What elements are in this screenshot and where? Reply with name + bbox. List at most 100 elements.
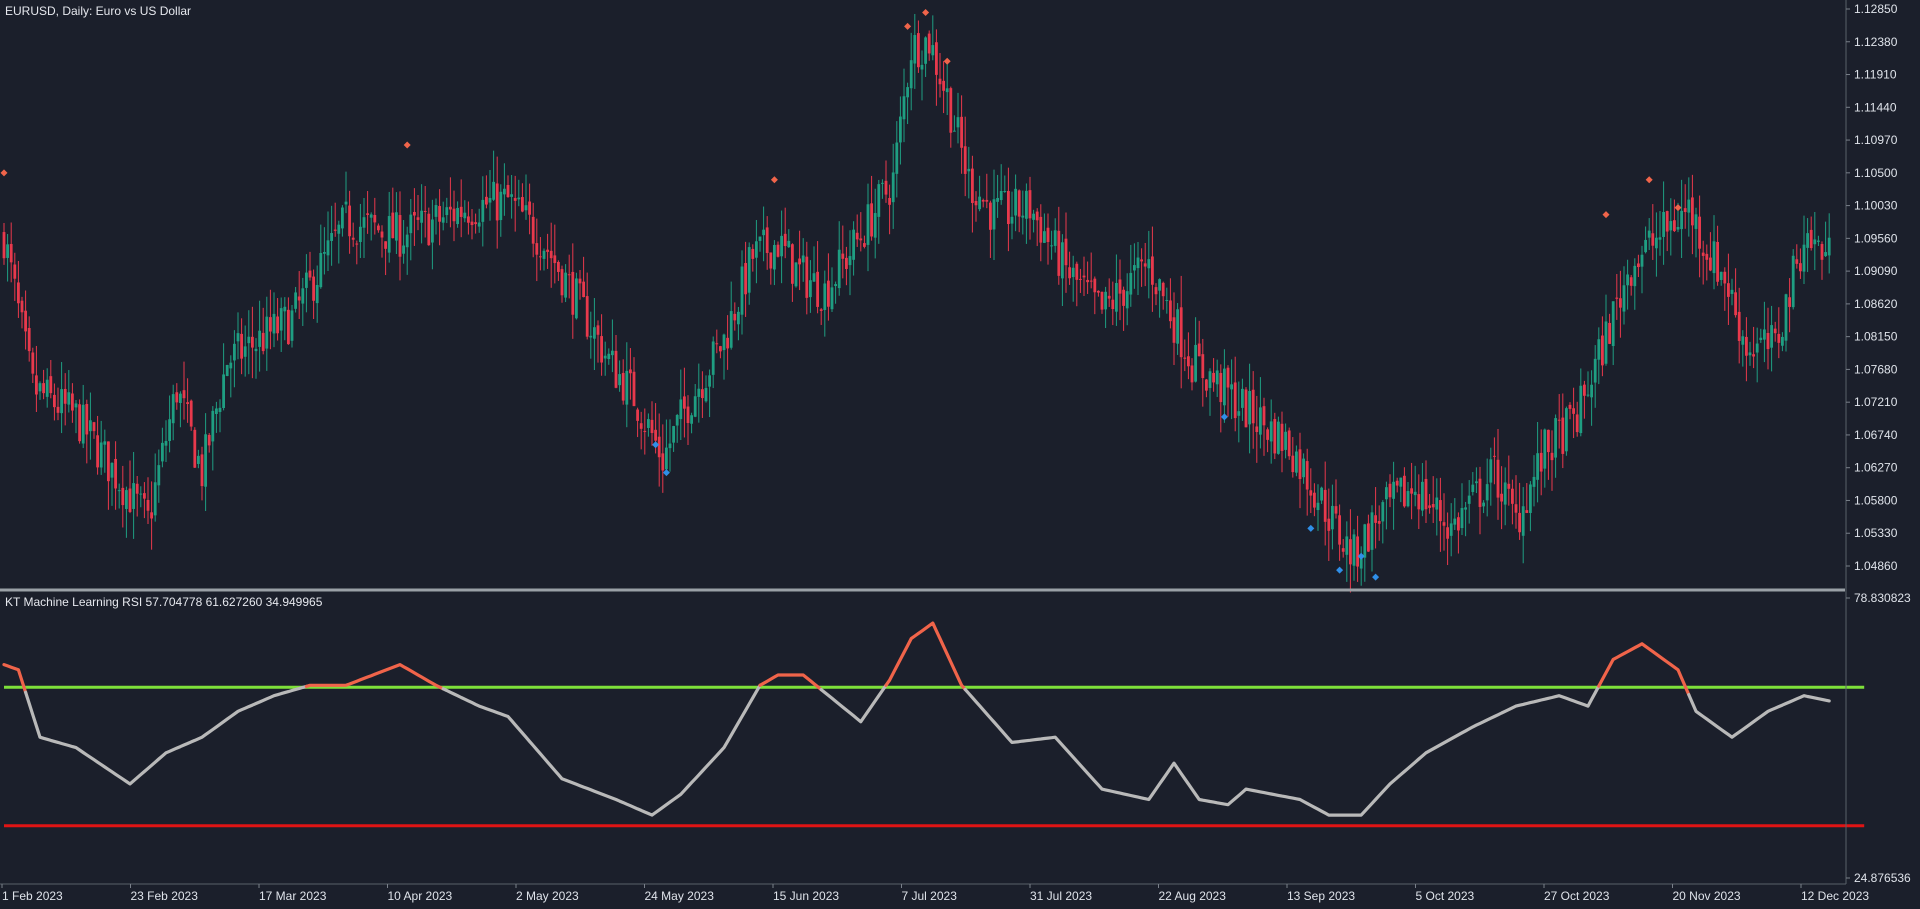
candle bbox=[549, 222, 553, 288]
candle bbox=[672, 425, 675, 452]
candle bbox=[1068, 251, 1071, 285]
candle bbox=[24, 290, 27, 350]
candle bbox=[1363, 523, 1367, 582]
candle bbox=[1053, 218, 1057, 253]
candle bbox=[1295, 445, 1298, 477]
candle bbox=[571, 243, 575, 339]
candle bbox=[1633, 258, 1637, 310]
candle bbox=[1179, 275, 1183, 389]
candle bbox=[308, 251, 312, 281]
candle bbox=[1122, 286, 1125, 331]
candle bbox=[53, 383, 56, 421]
candle bbox=[1136, 242, 1140, 295]
candle bbox=[92, 421, 96, 439]
candle bbox=[452, 190, 456, 242]
price-axis-label: 1.09090 bbox=[1854, 264, 1898, 278]
candle bbox=[441, 201, 445, 231]
candle bbox=[690, 412, 693, 434]
sell-signal-marker bbox=[403, 141, 411, 149]
date-axis-label: 13 Sep 2023 bbox=[1287, 889, 1355, 903]
candle bbox=[589, 311, 593, 359]
candle bbox=[157, 449, 161, 503]
candle bbox=[1511, 479, 1514, 525]
candle bbox=[1655, 212, 1658, 277]
candle bbox=[827, 253, 830, 321]
candle bbox=[873, 188, 877, 259]
candle bbox=[348, 190, 351, 254]
candle bbox=[1561, 393, 1565, 469]
buy-signal-marker bbox=[652, 441, 660, 449]
candle bbox=[1370, 505, 1374, 572]
candle bbox=[989, 200, 992, 258]
candle bbox=[1035, 208, 1039, 247]
price-axis[interactable]: 1.12850 1.12380 1.11910 1.11440 1.10970 1.105… bbox=[1846, 2, 1898, 573]
candle bbox=[1320, 486, 1323, 504]
candle bbox=[355, 240, 359, 265]
candle bbox=[499, 184, 503, 237]
candle bbox=[852, 221, 855, 276]
candle bbox=[341, 205, 344, 237]
candle bbox=[675, 413, 679, 443]
candle bbox=[438, 189, 441, 246]
candle bbox=[488, 170, 492, 221]
candle bbox=[938, 52, 942, 98]
candle bbox=[1464, 501, 1467, 537]
candle bbox=[1525, 483, 1529, 514]
candle bbox=[1212, 358, 1215, 392]
date-axis-label: 27 Oct 2023 bbox=[1544, 889, 1610, 903]
candle bbox=[845, 246, 848, 286]
candle bbox=[222, 343, 225, 411]
candle bbox=[1647, 218, 1651, 251]
candle bbox=[798, 230, 801, 291]
candle bbox=[384, 241, 387, 276]
candle bbox=[1550, 430, 1554, 491]
candle bbox=[161, 427, 164, 468]
candle bbox=[1284, 423, 1287, 459]
candle bbox=[380, 225, 384, 258]
candle bbox=[1262, 397, 1266, 456]
candle bbox=[1665, 210, 1669, 252]
date-axis-label: 23 Feb 2023 bbox=[131, 889, 199, 903]
candle bbox=[445, 197, 449, 224]
candle bbox=[557, 260, 560, 281]
rsi-line bbox=[2, 621, 1831, 817]
candle bbox=[819, 308, 823, 325]
candle bbox=[1489, 447, 1493, 506]
candle bbox=[906, 82, 909, 125]
candle bbox=[1269, 399, 1273, 464]
candle bbox=[6, 234, 9, 282]
candle bbox=[74, 399, 78, 434]
candle bbox=[1485, 458, 1489, 517]
candle bbox=[1003, 175, 1007, 193]
indicator-axis[interactable]: 78.830823 24.876536 bbox=[1846, 591, 1911, 885]
candle bbox=[1518, 482, 1521, 540]
candle bbox=[575, 272, 578, 320]
candle bbox=[1730, 278, 1734, 306]
candle bbox=[1529, 481, 1532, 532]
candle bbox=[27, 316, 31, 362]
candle bbox=[920, 50, 924, 101]
candle bbox=[1046, 213, 1050, 265]
candle bbox=[701, 371, 704, 418]
rsi-segment bbox=[963, 684, 1601, 817]
candle bbox=[1064, 212, 1068, 293]
indicator-pane[interactable] bbox=[2, 621, 1865, 828]
candle bbox=[546, 233, 549, 269]
candle bbox=[629, 348, 632, 400]
candle bbox=[1651, 204, 1655, 260]
candle bbox=[323, 227, 326, 275]
candle bbox=[1100, 291, 1104, 314]
price-pane[interactable] bbox=[0, 8, 1831, 593]
candle bbox=[1349, 509, 1352, 593]
candle bbox=[1439, 477, 1442, 552]
candle bbox=[1680, 179, 1683, 259]
time-axis[interactable]: 1 Feb 2023 23 Feb 2023 17 Mar 2023 10 Apr 2… bbox=[1, 884, 1869, 903]
candle bbox=[697, 363, 701, 423]
candle bbox=[1449, 503, 1453, 557]
candle bbox=[369, 212, 373, 241]
candle bbox=[1701, 240, 1705, 285]
candle bbox=[924, 36, 927, 77]
candle bbox=[431, 199, 434, 270]
candle bbox=[1118, 259, 1122, 321]
